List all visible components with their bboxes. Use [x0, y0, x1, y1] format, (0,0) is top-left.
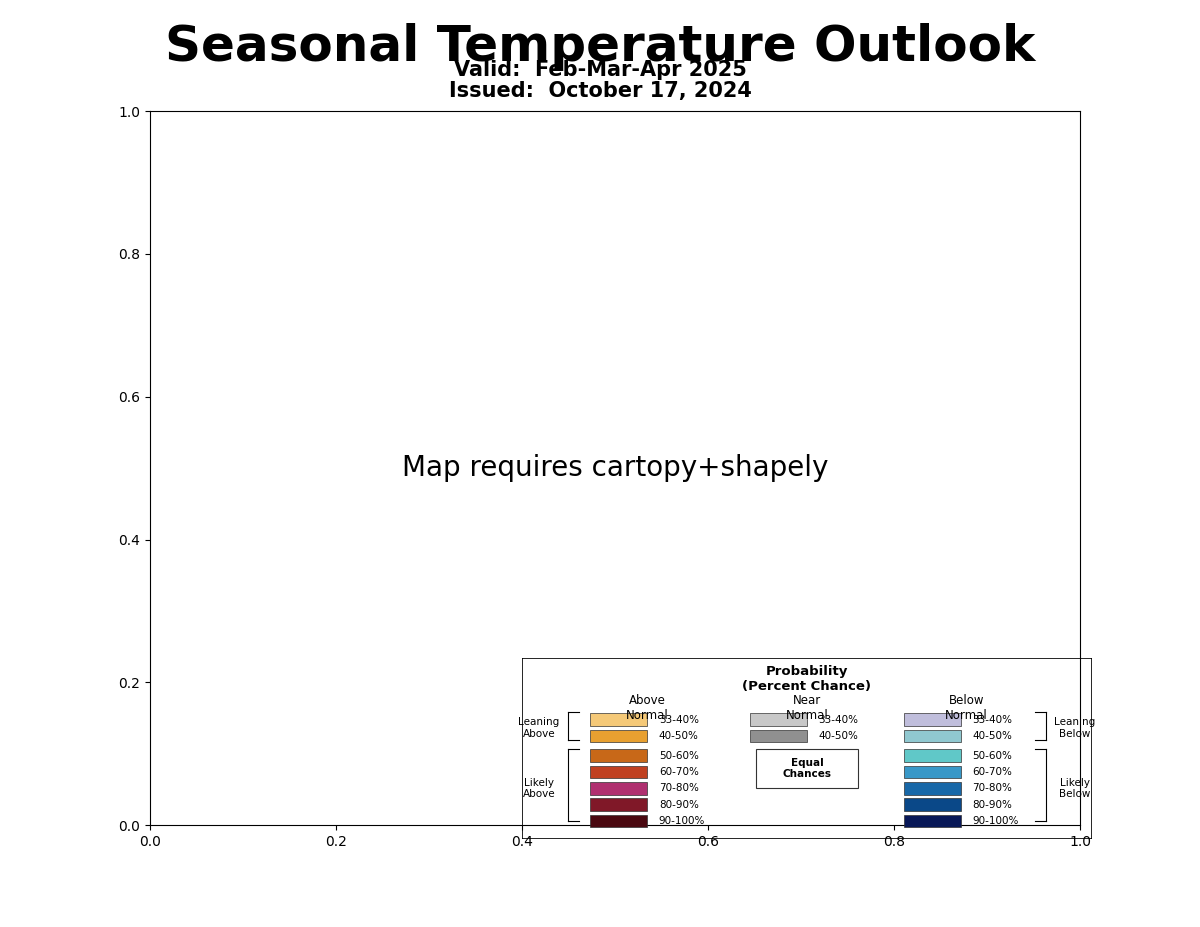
- Text: Valid:  Feb-Mar-Apr 2025: Valid: Feb-Mar-Apr 2025: [454, 60, 746, 81]
- Text: 80-90%: 80-90%: [972, 800, 1012, 809]
- Bar: [750, 713, 808, 726]
- Text: Above
Normal: Above Normal: [626, 694, 668, 722]
- Bar: [750, 730, 808, 743]
- Bar: [904, 749, 961, 762]
- Bar: [590, 798, 648, 811]
- Text: 33-40%: 33-40%: [972, 715, 1013, 725]
- Text: Issued:  October 17, 2024: Issued: October 17, 2024: [449, 81, 751, 101]
- Text: (Percent Chance): (Percent Chance): [743, 679, 871, 692]
- Text: 33-40%: 33-40%: [818, 715, 858, 725]
- Bar: [904, 798, 961, 811]
- Text: 40-50%: 40-50%: [972, 730, 1012, 741]
- Text: Probability: Probability: [766, 666, 848, 679]
- Text: Likely
Above: Likely Above: [523, 778, 556, 799]
- Text: 60-70%: 60-70%: [972, 767, 1012, 777]
- Text: 70-80%: 70-80%: [972, 783, 1012, 794]
- Bar: [904, 730, 961, 743]
- Bar: [904, 815, 961, 827]
- Text: Seasonal Temperature Outlook: Seasonal Temperature Outlook: [164, 23, 1036, 71]
- Text: Leaning
Above: Leaning Above: [518, 717, 559, 739]
- Text: 33-40%: 33-40%: [659, 715, 698, 725]
- Bar: [904, 713, 961, 726]
- Text: Map requires cartopy+shapely: Map requires cartopy+shapely: [402, 454, 828, 482]
- Bar: [590, 766, 648, 779]
- Text: Equal
Chances: Equal Chances: [782, 757, 832, 780]
- Text: 80-90%: 80-90%: [659, 800, 698, 809]
- Bar: [904, 766, 961, 779]
- Text: Below
Normal: Below Normal: [946, 694, 988, 722]
- Bar: [590, 730, 648, 743]
- Bar: [590, 713, 648, 726]
- Text: Near
Normal: Near Normal: [786, 694, 828, 722]
- Text: Leaning
Below: Leaning Below: [1055, 717, 1096, 739]
- Text: Likely
Below: Likely Below: [1060, 778, 1091, 799]
- Text: 70-80%: 70-80%: [659, 783, 698, 794]
- Bar: [904, 782, 961, 794]
- Bar: [590, 749, 648, 762]
- Text: 90-100%: 90-100%: [659, 816, 706, 826]
- Bar: [756, 749, 858, 788]
- Text: 90-100%: 90-100%: [972, 816, 1019, 826]
- Text: 40-50%: 40-50%: [659, 730, 698, 741]
- Text: 60-70%: 60-70%: [659, 767, 698, 777]
- Bar: [590, 815, 648, 827]
- Text: 50-60%: 50-60%: [972, 751, 1012, 761]
- Bar: [590, 782, 648, 794]
- Text: 40-50%: 40-50%: [818, 730, 858, 741]
- Text: 50-60%: 50-60%: [659, 751, 698, 761]
